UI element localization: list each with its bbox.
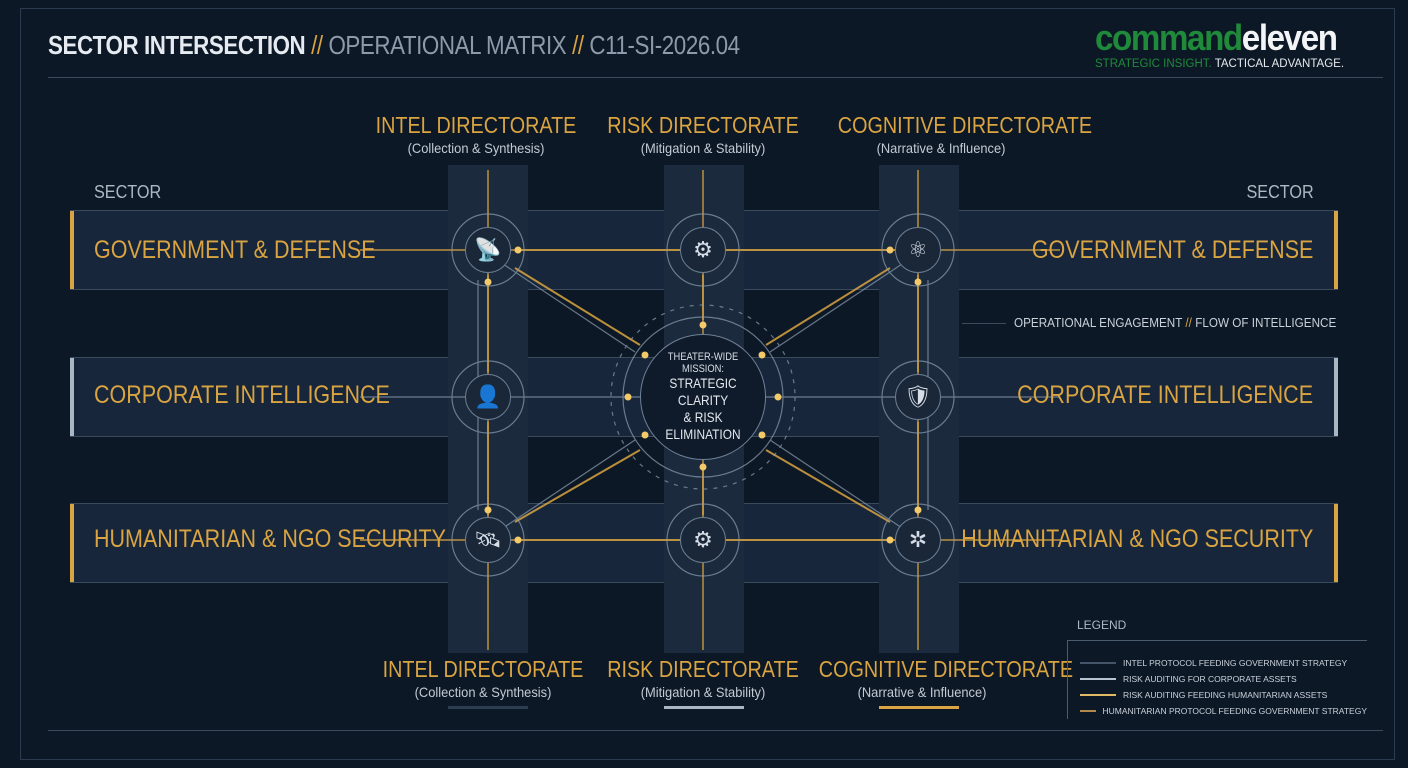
shield-gear-icon: ⚙ bbox=[680, 517, 726, 563]
directorate-bar-cognitive bbox=[879, 706, 959, 709]
sector-government-right: GOVERNMENT & DEFENSE bbox=[1031, 236, 1313, 264]
directorate-cognitive-top: COGNITIVE DIRECTORATE (Narrative & Influe… bbox=[837, 112, 1093, 156]
sector-label-right: SECTOR bbox=[1246, 182, 1314, 202]
person-network-icon: 👤 bbox=[465, 374, 511, 420]
mission-line-2: & RISK ELIMINATION bbox=[665, 409, 741, 442]
legend-item: RISK AUDITING FOR CORPORATE ASSETS bbox=[1080, 671, 1367, 687]
mission-heading: THEATER-WIDE MISSION: bbox=[667, 351, 739, 375]
directorate-cognitive-bottom: COGNITIVE DIRECTORATE (Narrative & Influe… bbox=[818, 656, 1074, 700]
directorate-intel-bottom: INTEL DIRECTORATE (Collection & Synthesis… bbox=[382, 656, 584, 700]
sector-humanitarian-right: HUMANITARIAN & NGO SECURITY bbox=[961, 525, 1313, 553]
directorate-risk-top: RISK DIRECTORATE (Mitigation & Stability) bbox=[607, 112, 799, 156]
logo-word-green: command bbox=[1095, 17, 1243, 58]
title-separator: // bbox=[572, 30, 584, 60]
directorate-risk-bottom: RISK DIRECTORATE (Mitigation & Stability) bbox=[607, 656, 799, 700]
logo-word-white: eleven bbox=[1241, 17, 1338, 58]
page-title: SECTOR INTERSECTION // OPERATIONAL MATRI… bbox=[48, 30, 740, 61]
gear-shield-icon: ⚙ bbox=[680, 227, 726, 273]
sector-humanitarian-left: HUMANITARIAN & NGO SECURITY bbox=[94, 525, 446, 553]
satellite-dish-icon: 📡 bbox=[465, 227, 511, 273]
network-hub-icon: ✲ bbox=[895, 517, 941, 563]
mission-hub: THEATER-WIDE MISSION: STRATEGIC CLARITY … bbox=[640, 334, 766, 460]
company-logo: commandeleven STRATEGIC INSIGHT. TACTICA… bbox=[1095, 17, 1353, 71]
header-divider bbox=[48, 77, 1383, 78]
legend-item: RISK AUDITING FEEDING HUMANITARIAN ASSET… bbox=[1080, 687, 1367, 703]
sector-corporate-right: CORPORATE INTELLIGENCE bbox=[1017, 381, 1313, 409]
directorate-intel-top: INTEL DIRECTORATE (Collection & Synthesis… bbox=[375, 112, 577, 156]
sector-corporate-left: CORPORATE INTELLIGENCE bbox=[94, 381, 390, 409]
sector-government-left: GOVERNMENT & DEFENSE bbox=[94, 236, 376, 264]
network-molecule-icon: ⚛ bbox=[895, 227, 941, 273]
directorate-bar-intel bbox=[448, 706, 528, 709]
footer-divider bbox=[48, 730, 1383, 731]
document-code: C11-SI-2026.04 bbox=[589, 30, 740, 60]
legend-item: HUMANITARIAN PROTOCOL FEEDING GOVERNMENT… bbox=[1080, 703, 1367, 719]
legend-title: LEGEND bbox=[1077, 618, 1127, 632]
sector-label-left: SECTOR bbox=[94, 182, 162, 202]
title-sub: OPERATIONAL MATRIX bbox=[328, 30, 567, 60]
flow-caption: OPERATIONAL ENGAGEMENT // FLOW OF INTELL… bbox=[1014, 315, 1337, 330]
satellite-icon: 🛰 bbox=[465, 517, 511, 563]
logo-tagline-green: STRATEGIC INSIGHT. bbox=[1095, 58, 1212, 70]
mission-line-1: STRATEGIC CLARITY bbox=[669, 375, 737, 408]
legend: LEGEND INTEL PROTOCOL FEEDING GOVERNMENT… bbox=[1067, 618, 1367, 719]
outer-frame bbox=[20, 8, 1395, 760]
title-separator: // bbox=[311, 30, 323, 60]
shield-gear-icon: 🛡 bbox=[895, 374, 941, 420]
title-main: SECTOR INTERSECTION bbox=[48, 30, 306, 60]
legend-item: INTEL PROTOCOL FEEDING GOVERNMENT STRATE… bbox=[1080, 655, 1367, 671]
logo-tagline-white: TACTICAL ADVANTAGE. bbox=[1214, 58, 1345, 70]
directorate-bar-risk bbox=[664, 706, 744, 709]
flow-leader-line bbox=[962, 323, 1006, 324]
